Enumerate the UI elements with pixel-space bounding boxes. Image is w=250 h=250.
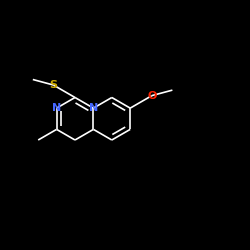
Text: N: N [52,103,61,113]
Text: N: N [89,103,98,113]
Text: O: O [147,90,156,101]
Text: S: S [49,80,57,90]
